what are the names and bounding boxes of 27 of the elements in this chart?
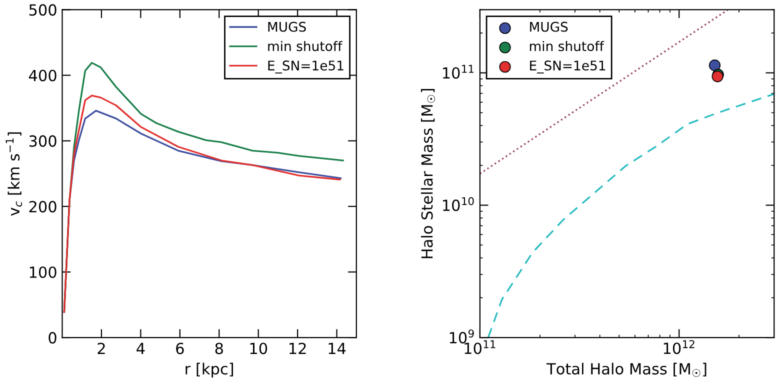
legend-label: min shutoff (268, 40, 342, 52)
legend-label: MUGS (530, 22, 568, 32)
legend-label: E_SN=1e51 (530, 60, 606, 74)
y-tick-label: 10$^{11}$ (443, 64, 474, 79)
x-tick-label: 8 (215, 342, 223, 354)
x-tick-label: 2 (98, 342, 105, 354)
legend-label: E_SN=1e51 (268, 60, 344, 74)
y-axis-title: v$_{c}$ [km s$^{−1}$] (6, 132, 22, 216)
legend-label: MUGS (268, 22, 306, 32)
y-tick-label: 100 (30, 266, 56, 278)
x-tick-label: 4 (136, 342, 145, 354)
legend-label: min shutoff (530, 40, 604, 52)
x-axis-title: Total Halo Mass [M$_{☉}$] (546, 362, 706, 377)
y-tick-label: 10$^{10}$ (443, 197, 474, 212)
x-tick-label: 12 (290, 342, 306, 354)
y-tick-label: 200 (29, 200, 56, 212)
x-tick-label: 10$^{12}$ (664, 340, 694, 354)
x-tick-label: 10 (250, 342, 268, 354)
y-tick-label: 500 (29, 4, 56, 16)
x-tick-label: 14 (328, 342, 346, 354)
y-tick-label: 0 (48, 332, 56, 344)
y-tick-label: 400 (28, 70, 56, 82)
x-tick-label: 6 (176, 342, 184, 354)
y-tick-label: 300 (29, 135, 56, 147)
y-tick-label: 10$^{9}$ (450, 329, 474, 344)
x-axis-title: r [kpc] (186, 362, 234, 378)
y-axis-title: Halo Stellar Mass [M$_{☉}$] (420, 89, 436, 258)
